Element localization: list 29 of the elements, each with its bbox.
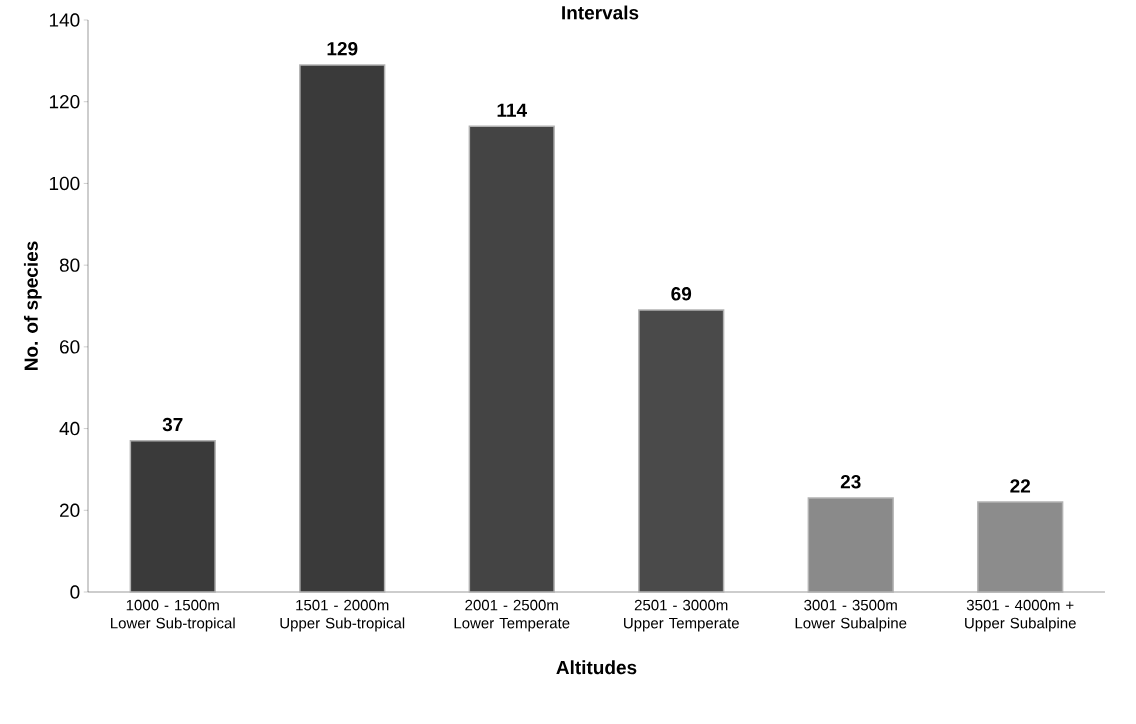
data-label: 22 xyxy=(1010,479,1031,493)
y-tick-label: 60 xyxy=(60,340,80,354)
chart-title: Intervals xyxy=(562,5,639,20)
x-tick-label: 3501 - 4000m + Upper Subalpine xyxy=(965,599,1076,632)
data-label: 23 xyxy=(840,475,861,489)
bar xyxy=(468,125,555,593)
data-label: 69 xyxy=(671,287,692,301)
data-label: 129 xyxy=(327,41,358,56)
bar xyxy=(299,64,386,593)
y-axis-title: No. of species xyxy=(23,241,42,371)
x-tick-label: 2501 - 3000m Upper Temperate xyxy=(624,599,739,632)
y-tick-label: 40 xyxy=(59,421,80,436)
bar xyxy=(638,309,725,593)
y-tick-label: 120 xyxy=(49,94,80,109)
x-tick-label: 2001 - 2500m Lower Temperate xyxy=(454,599,570,632)
y-tick-label: 140 xyxy=(49,13,80,27)
bar xyxy=(807,497,894,593)
y-tick-label: 0 xyxy=(70,585,80,599)
bar xyxy=(977,501,1064,593)
x-tick-label: 3001 - 3500m Lower Subalpine xyxy=(795,599,907,632)
data-label: 37 xyxy=(162,417,183,432)
y-tick-label: 80 xyxy=(59,258,80,272)
y-tick-label: 100 xyxy=(49,176,80,191)
x-tick-label: 1000 - 1500m Lower Sub-tropical xyxy=(111,599,235,632)
data-label: 114 xyxy=(497,103,527,117)
y-tick-label: 20 xyxy=(60,503,80,518)
x-axis-title: Altitudes xyxy=(556,660,637,675)
bar xyxy=(129,440,216,593)
x-tick-label: 1501 - 2000m Upper Sub-tropical xyxy=(280,599,405,632)
